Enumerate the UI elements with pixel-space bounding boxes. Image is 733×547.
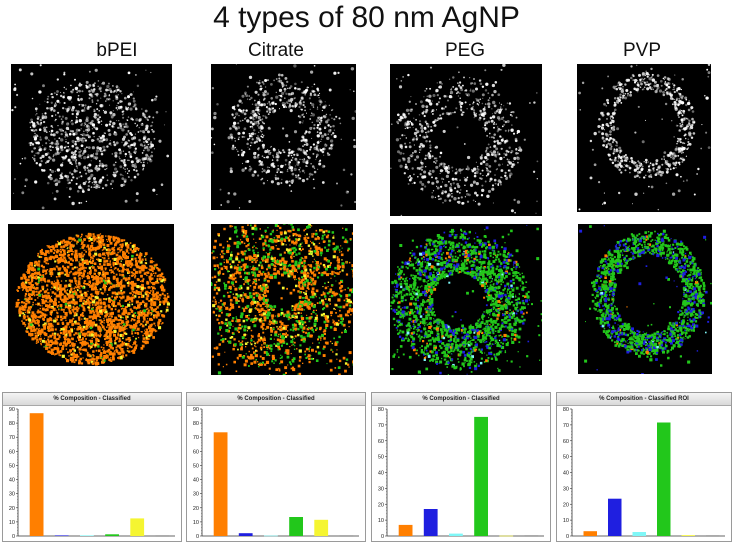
classified-map-bpei <box>8 224 174 366</box>
y-tick-label: 60 <box>563 439 569 445</box>
y-tick-label: 90 <box>9 407 15 413</box>
classified-map-pvp <box>578 224 712 374</box>
composition-chart-pvp: % Composition - Classified ROI 0 10 20 30 40… <box>556 392 732 542</box>
bar <box>632 532 646 536</box>
bar <box>681 535 695 536</box>
y-tick-label: 50 <box>193 463 199 469</box>
speckle-layer <box>390 64 539 216</box>
bar <box>499 535 514 537</box>
bar <box>29 413 44 536</box>
speckle-layer <box>578 64 711 211</box>
bar <box>706 535 720 537</box>
y-tick-label: 60 <box>193 449 199 455</box>
bar <box>264 535 278 537</box>
y-tick-label: 30 <box>563 486 569 492</box>
y-tick-label: 50 <box>563 455 569 461</box>
classified-pixel-layer <box>390 224 542 375</box>
y-tick-label: 40 <box>563 471 569 477</box>
y-tick-label: 10 <box>193 520 199 526</box>
bar <box>474 416 488 536</box>
classified-pixel-layer <box>211 224 353 375</box>
bar <box>289 517 303 536</box>
y-tick-label: 30 <box>378 486 384 492</box>
bar <box>524 535 539 537</box>
bar <box>583 531 597 536</box>
darkfield-image-bpei <box>11 64 172 210</box>
y-tick-label: 0 <box>566 534 569 540</box>
bar <box>80 535 94 536</box>
chart-title: % Composition - Classified <box>372 393 550 406</box>
classified-pixel-layer <box>15 232 170 366</box>
composition-chart-citrate: % Composition - Classified 0 10 20 30 40 50 60… <box>186 392 366 542</box>
y-tick-label: 40 <box>378 471 384 477</box>
bar <box>314 519 329 536</box>
bar <box>105 534 119 536</box>
y-tick-label: 10 <box>9 520 15 526</box>
column-label-peg: PEG <box>444 40 486 61</box>
column-label-bpei: bPEI <box>96 40 138 61</box>
y-tick-label: 60 <box>9 449 15 455</box>
composition-chart-bpei: % Composition - Classified 0 10 20 30 40 50 60… <box>2 392 182 542</box>
bar-chart-svg: 0 10 20 30 40 50 60 70 80 90 <box>193 407 359 540</box>
bar <box>608 498 622 536</box>
classified-map-peg <box>390 224 542 375</box>
darkfield-image-peg <box>390 64 542 216</box>
figure-title: 4 types of 80 nm AgNP <box>213 1 520 34</box>
bar <box>54 535 69 536</box>
y-tick-label: 60 <box>378 439 384 445</box>
bar <box>130 518 145 536</box>
y-tick-label: 30 <box>193 492 199 498</box>
y-tick-label: 50 <box>378 455 384 461</box>
y-tick-label: 0 <box>12 534 15 540</box>
y-tick-label: 10 <box>563 518 569 524</box>
y-tick-label: 20 <box>9 506 15 512</box>
bar-chart-svg: 0 10 20 30 40 50 60 70 80 90 <box>9 407 175 540</box>
darkfield-image-citrate <box>211 64 356 210</box>
classified-map-citrate <box>211 224 353 375</box>
speckle-layer <box>211 64 356 209</box>
y-tick-label: 40 <box>193 478 199 484</box>
y-tick-label: 50 <box>9 463 15 469</box>
chart-title: % Composition - Classified <box>3 393 181 406</box>
y-tick-label: 30 <box>9 492 15 498</box>
y-tick-label: 70 <box>193 435 199 441</box>
column-label-citrate: Citrate <box>248 40 304 61</box>
speckle-layer <box>11 64 170 210</box>
y-tick-label: 0 <box>381 534 384 540</box>
y-tick-label: 70 <box>9 435 15 441</box>
y-tick-label: 20 <box>378 502 384 508</box>
classified-pixel-layer <box>579 225 712 374</box>
y-tick-label: 70 <box>378 423 384 429</box>
y-tick-label: 0 <box>196 534 199 540</box>
bar <box>449 533 463 536</box>
y-tick-label: 10 <box>378 518 384 524</box>
chart-title: % Composition - Classified ROI <box>557 393 731 406</box>
y-tick-label: 90 <box>193 407 199 413</box>
y-tick-label: 20 <box>193 506 199 512</box>
y-tick-label: 40 <box>9 478 15 484</box>
y-tick-label: 80 <box>563 407 569 413</box>
bar <box>398 524 413 536</box>
y-tick-label: 80 <box>378 407 384 413</box>
darkfield-image-pvp <box>577 64 711 212</box>
bar <box>155 535 170 537</box>
bar <box>339 535 354 537</box>
y-tick-label: 80 <box>9 421 15 427</box>
bar <box>238 533 253 536</box>
column-label-pvp: PVP <box>622 40 662 61</box>
y-tick-label: 80 <box>193 421 199 427</box>
y-tick-label: 70 <box>563 423 569 429</box>
y-tick-label: 20 <box>563 502 569 508</box>
bar-chart-svg: 0 10 20 30 40 50 60 70 80 <box>378 407 544 540</box>
bar <box>423 509 438 536</box>
bar-chart-svg: 0 10 20 30 40 50 60 70 80 <box>563 407 725 540</box>
bar <box>657 422 671 536</box>
composition-chart-peg: % Composition - Classified 0 10 20 30 40 50 60… <box>371 392 551 542</box>
chart-title: % Composition - Classified <box>187 393 365 406</box>
bar <box>213 432 228 536</box>
